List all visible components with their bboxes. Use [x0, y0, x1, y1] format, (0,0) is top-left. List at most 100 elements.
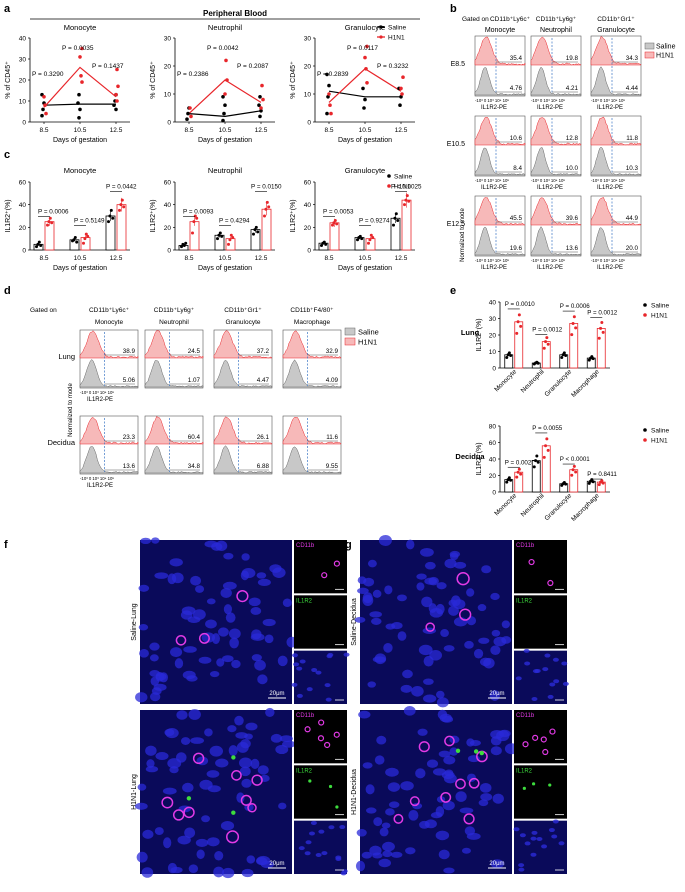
saline-point — [258, 114, 262, 119]
x-axis-label: IL1R2-PE — [537, 105, 563, 111]
nucleus — [171, 572, 184, 584]
saline-point — [186, 111, 190, 116]
nucleus — [149, 654, 159, 662]
h1n1-histogram — [282, 330, 342, 359]
nucleus — [162, 787, 177, 795]
y-tick-label: 40 — [489, 300, 497, 307]
nucleus — [199, 779, 213, 790]
x-axis-label: IL1R2-PE — [87, 397, 113, 403]
nucleus — [257, 674, 268, 685]
nucleus — [155, 673, 167, 681]
nucleus — [182, 670, 196, 680]
nucleus — [304, 851, 311, 856]
nucleus — [524, 661, 531, 666]
nucleus — [339, 825, 346, 830]
p-value-label: P = 0.0025 — [505, 459, 536, 466]
y-tick-label: 0 — [492, 490, 496, 497]
saline-point — [396, 219, 400, 223]
h1n1-point — [225, 78, 229, 82]
channel-image — [514, 710, 567, 764]
h1n1-point — [329, 111, 333, 116]
saline-histogram — [144, 445, 204, 474]
cd11b-cell — [456, 572, 470, 586]
y-axis-label: IL1R2⁺(%) — [476, 442, 483, 475]
x-tick-label: Neutrophil — [520, 492, 546, 518]
nucleus — [369, 611, 382, 618]
nucleus — [376, 735, 387, 745]
saline-percentage: 4.47 — [257, 377, 270, 384]
il1r2-signal — [231, 755, 236, 760]
nucleus — [227, 725, 237, 733]
scale-bar-label: 20μm — [269, 861, 284, 867]
saline-point — [591, 480, 595, 484]
cd11b-cell — [247, 803, 257, 813]
saline-point — [180, 245, 183, 249]
h1n1-histogram — [474, 117, 526, 146]
cell-type-label: Monocyte — [485, 27, 515, 34]
nucleus — [534, 668, 541, 673]
y-tick-label: 80 — [489, 424, 497, 431]
nucleus — [417, 728, 428, 736]
h1n1-percentage: 11.6 — [326, 434, 338, 441]
nucleus — [371, 617, 382, 625]
panel-a-title: Neutrophil — [208, 23, 243, 32]
nucleus — [250, 633, 265, 641]
saline-percentage: 4.09 — [326, 377, 339, 384]
h1n1-point — [365, 81, 369, 85]
saline-histogram — [474, 226, 526, 256]
h1n1-point — [335, 222, 339, 226]
h1n1-point — [571, 468, 575, 472]
x-axis-label: IL1R2-PE — [481, 265, 507, 271]
h1n1-point — [328, 103, 332, 107]
h1n1-percentage: 11.8 — [626, 135, 638, 142]
h1n1-point — [516, 470, 520, 474]
x-axis-label: Days of gestation — [53, 137, 107, 144]
saline-point — [223, 103, 227, 107]
nucleus — [251, 654, 262, 662]
nucleus — [139, 649, 149, 658]
saline-point — [532, 465, 536, 469]
saline-point — [111, 216, 115, 220]
h1n1-histogram — [590, 116, 642, 146]
saline-point — [358, 234, 362, 238]
saline-point — [325, 72, 329, 77]
legend-saline-dot — [643, 303, 647, 307]
nucleus — [257, 578, 271, 587]
cd11b-cell — [444, 735, 455, 747]
legend-saline-label: Saline — [358, 328, 379, 337]
nucleus — [195, 838, 209, 847]
h1n1-point — [267, 205, 271, 209]
h1n1-point — [600, 320, 604, 324]
nucleus — [383, 642, 393, 653]
h1n1-bar — [514, 321, 524, 369]
saline-point — [216, 237, 219, 241]
saline-point — [39, 243, 43, 247]
x-tick-label: Neutrophil — [520, 368, 546, 394]
gate-label: CD11b⁺Ly6c⁺ — [490, 16, 531, 23]
p-value-label: P = 0.4294 — [219, 217, 250, 224]
y-tick-label: 20 — [19, 78, 27, 85]
x-tick-label: 10.5 — [359, 127, 372, 134]
h1n1-histogram — [79, 417, 139, 445]
nucleus — [235, 732, 248, 739]
legend-saline-label: Saline — [394, 174, 412, 181]
nucleus — [561, 661, 568, 666]
nucleus — [379, 827, 389, 837]
nucleus — [188, 864, 199, 873]
y-tick-label: 60 — [19, 180, 27, 187]
h1n1-percentage: 38.9 — [123, 348, 136, 355]
saline-histogram — [213, 445, 273, 474]
nucleus — [382, 841, 395, 852]
cd11b-channel-cell — [528, 558, 535, 566]
h1n1-point — [189, 114, 193, 119]
x-tick-label: 10.5 — [219, 255, 232, 262]
h1n1-histogram — [530, 117, 582, 146]
saline-histogram — [213, 359, 273, 388]
saline-bar — [531, 460, 541, 493]
x-axis-label: Days of gestation — [338, 265, 392, 272]
saline-percentage: 13.6 — [566, 245, 579, 252]
saline-percentage: 1.07 — [188, 377, 201, 384]
saline-point — [361, 86, 365, 91]
cd11b-channel-cell — [540, 736, 547, 743]
y-tick-label: 20 — [489, 333, 497, 340]
